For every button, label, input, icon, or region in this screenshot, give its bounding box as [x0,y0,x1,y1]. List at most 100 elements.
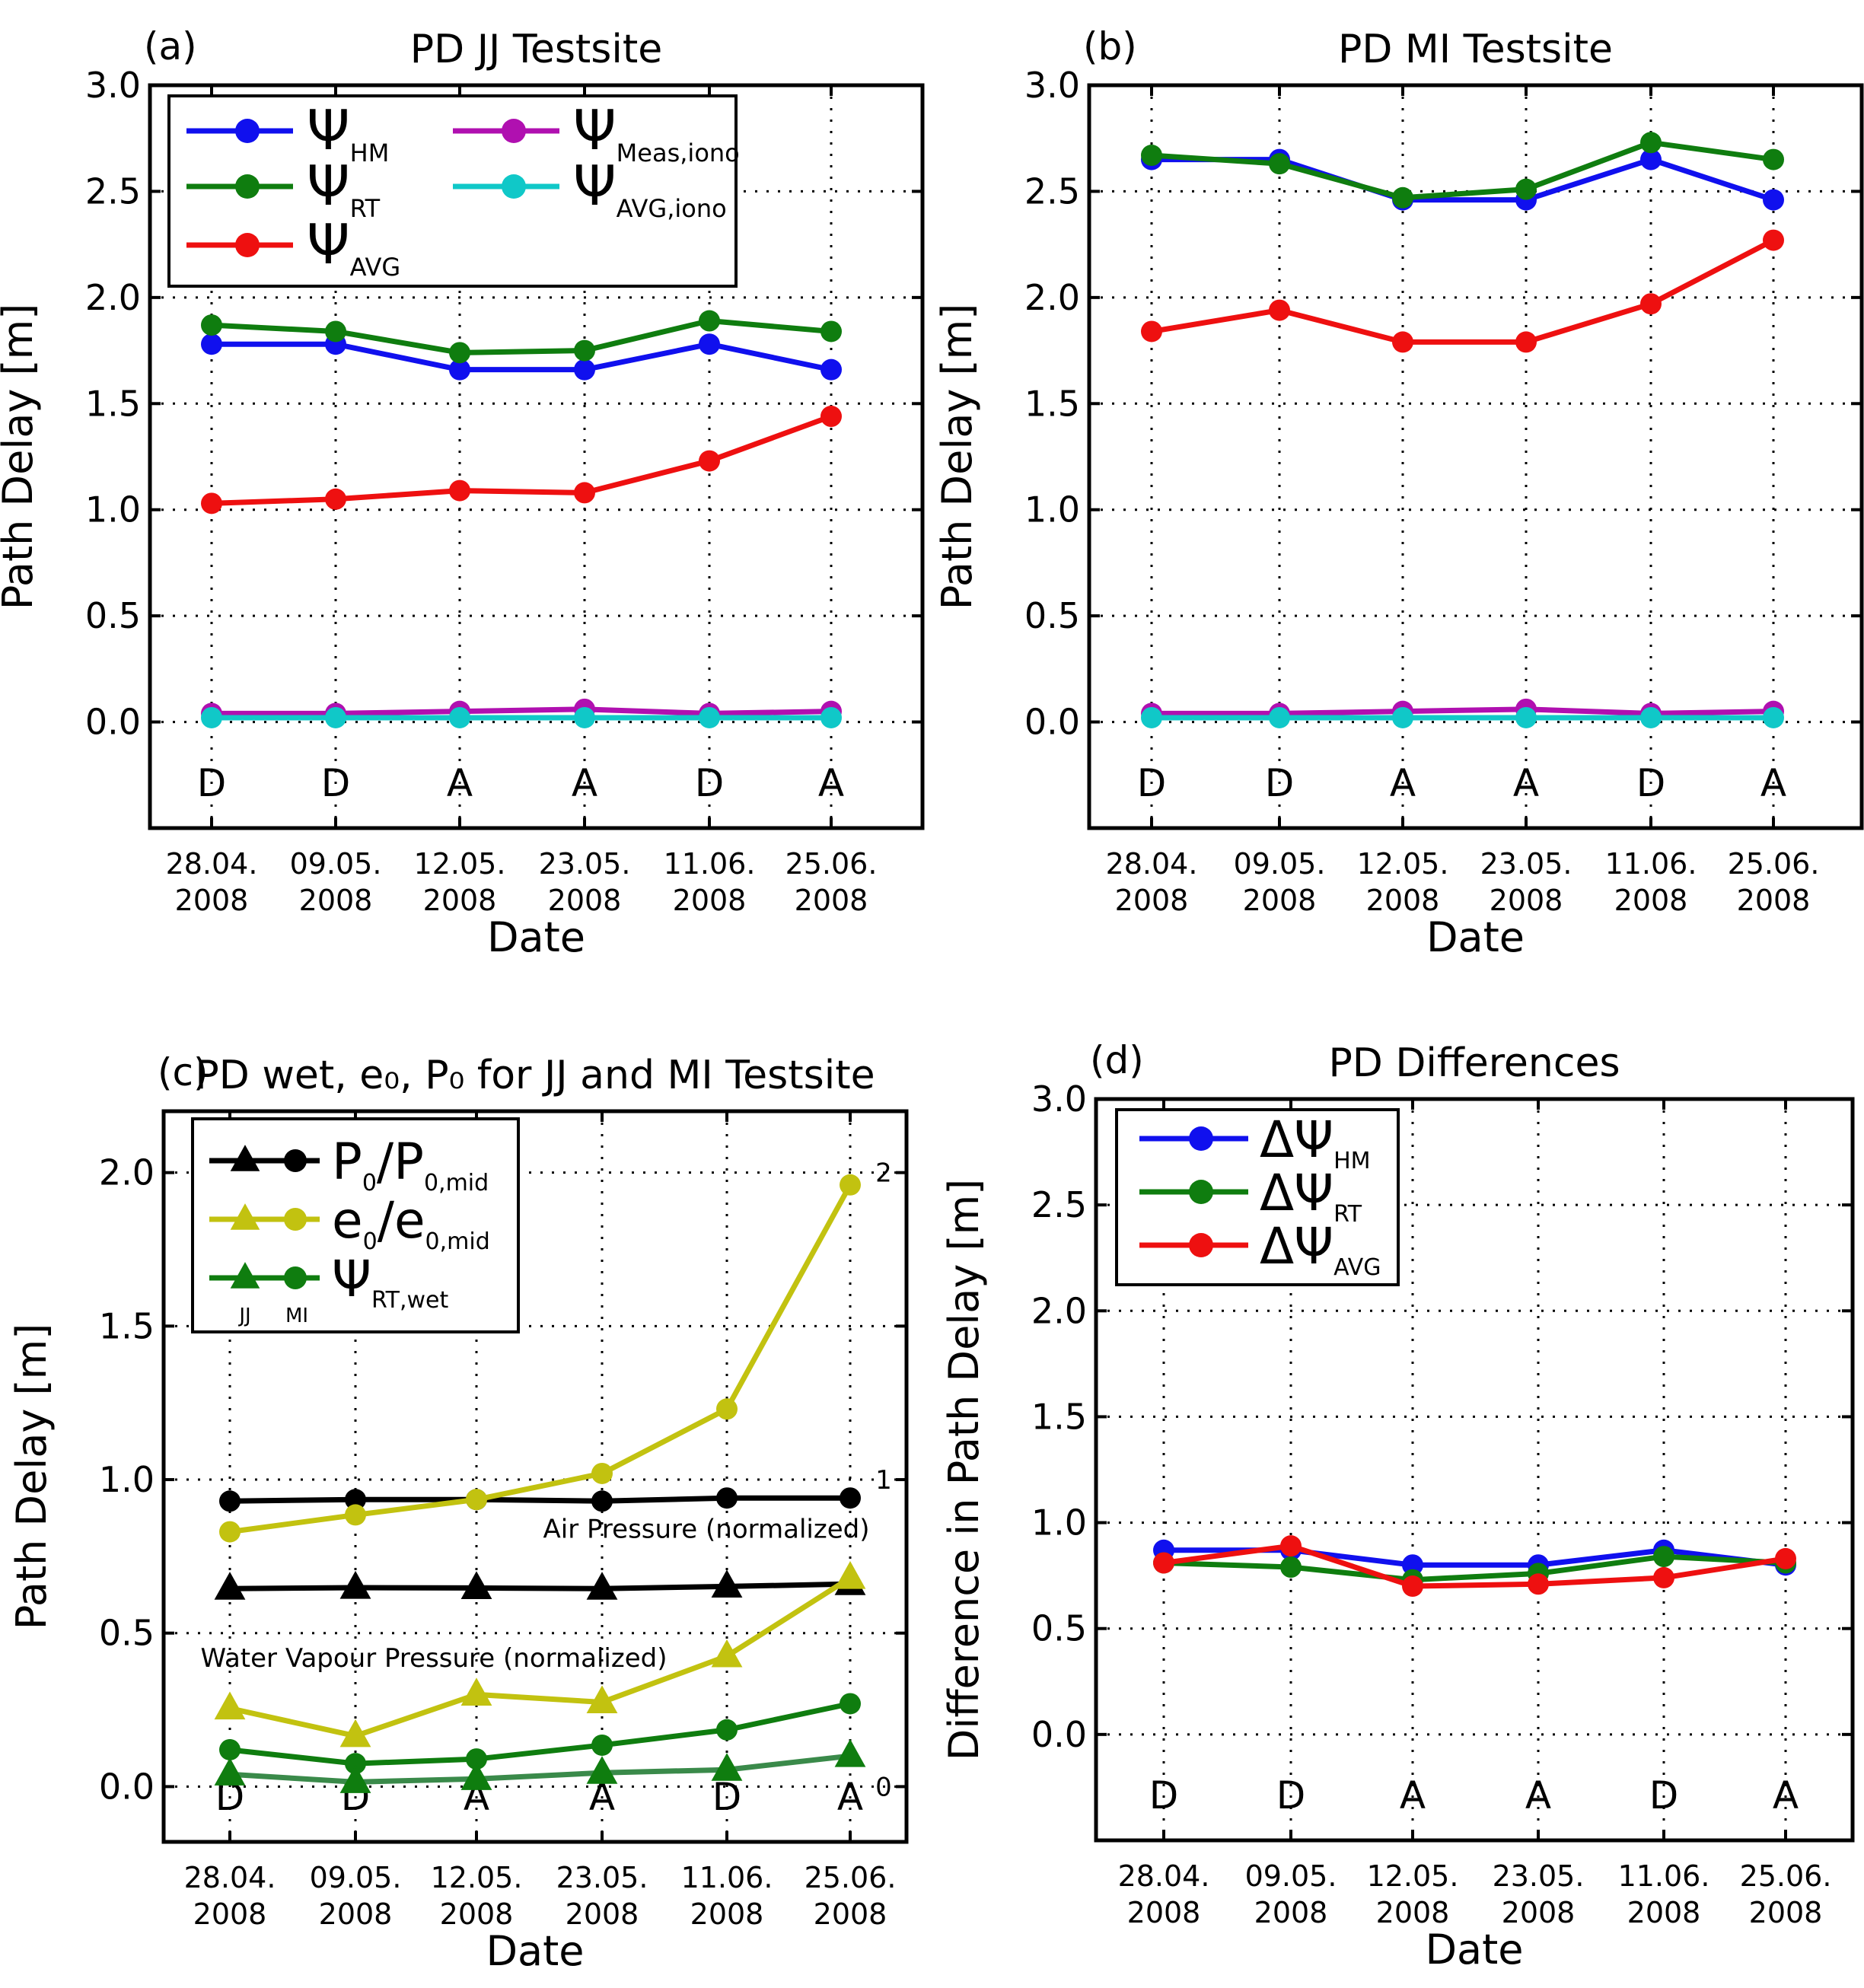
data-point [214,1572,246,1600]
data-point [1153,1552,1174,1574]
legend-marker [284,1149,307,1172]
pass-label: A [1525,1773,1551,1818]
data-point [1402,1554,1423,1576]
data-point [1392,706,1413,728]
x-tick-label: 2008 [795,884,868,917]
x-tick-label: 2008 [1749,1896,1823,1929]
x-tick-label: 2008 [814,1897,887,1931]
series-Ψ_AVG,iono [1141,706,1784,728]
plot-frame [161,1109,909,1844]
y-tick-label: 2.5 [85,170,141,212]
x-tick-label: 2008 [175,884,249,917]
x-tick-label: 2008 [423,884,497,917]
pass-label: A [1400,1773,1426,1818]
legend-entry-label: ΔΨRT [1260,1164,1362,1228]
y-axis-label: Path Delay [m] [0,304,42,610]
x-axis-label: Date [1425,1926,1523,1974]
data-point [1515,178,1537,200]
annotation-air-pressure: Air Pressure (normalized) [543,1515,870,1545]
chart-title: PD Differences [1328,1040,1620,1086]
data-point [711,1639,743,1668]
y-tick-label: 1.0 [1031,1502,1087,1544]
data-point [1269,299,1290,321]
x-tick-label: 2008 [673,884,747,917]
series-line [212,706,832,716]
y-tick-label: 2.5 [1024,170,1080,212]
series-Ψ_HM [1141,148,1784,211]
data-point [1280,1556,1302,1579]
data-point [339,1719,371,1747]
panel-a: 0.00.51.01.52.02.53.0D D A A D A28.04.200809.… [0,24,925,961]
series-line [1152,157,1775,203]
series-line [229,1495,850,1504]
panel-label: (a) [144,24,197,68]
data-point [1141,145,1162,167]
panel-d: 0.00.51.01.52.02.53.0D D A A D A28.04.200809.… [940,1038,1855,1974]
series-line [229,1753,851,1785]
data-point [1402,1575,1423,1598]
data-point [1280,1535,1302,1557]
panel-label: (b) [1083,24,1137,68]
legend-jj-label: JJ [237,1305,250,1327]
data-point [1141,706,1162,728]
series-line [211,413,833,506]
pass-label: A [1760,761,1786,805]
x-tick-label: 2008 [319,1897,393,1931]
series-Ψ_HM [201,333,842,381]
legend-entry-label: ΔΨHM [1260,1110,1371,1174]
data-point [840,1487,861,1509]
y-tick-label: 3.0 [1024,65,1080,106]
legend-marker [1189,1180,1213,1204]
data-point [325,488,346,510]
data-point [586,1685,618,1714]
data-point [591,1462,613,1484]
data-point [1515,706,1537,728]
data-point [1640,148,1662,170]
data-point [1640,293,1662,315]
y-axis-label: Path Delay [m] [8,1324,56,1630]
y-tick-label: 0.0 [99,1766,155,1807]
plot-frame [148,83,925,830]
x-tick-label: 2008 [548,884,622,917]
plot-frame [1094,1097,1855,1843]
series-Ψ_AVG [1141,229,1784,353]
x-tick-label: 2008 [1127,1896,1201,1929]
y-tick-label: 3.0 [1031,1078,1087,1120]
x-tick-label: 2008 [1115,884,1189,917]
data-point [1763,706,1784,728]
legend-entry-label: ΨHM [307,98,389,167]
data-point [1775,1547,1796,1569]
y-tick-label: 3.0 [85,65,141,106]
pass-label: D [712,1775,742,1819]
series-Ψ_AVG,iono [201,706,842,728]
data-point [574,358,595,381]
y-tick-label: 0.0 [1031,1714,1087,1755]
y-tick-label: 2.0 [1024,277,1080,318]
y-tick-label: 2.0 [99,1152,155,1193]
x-tick-label: 12.05. [1367,1859,1459,1893]
x-tick-label: 11.06. [1605,847,1697,881]
data-point [699,706,720,728]
data-point [214,1691,246,1720]
y-tick-label: 1.0 [99,1459,155,1500]
legend-marker [230,1145,260,1171]
legend-marker [502,119,526,143]
x-tick-label: 09.05. [290,847,382,881]
x-axis-label: Date [487,913,585,961]
data-point [699,310,720,332]
pass-label: D [1636,761,1666,805]
x-tick-label: 2008 [299,884,373,917]
x-tick-label: 2008 [1627,1896,1701,1929]
data-point [1269,153,1290,175]
y-tick-label: 2.0 [1031,1290,1087,1331]
x-tick-label: 2008 [1243,884,1317,917]
data-point [574,482,595,504]
x-tick-label: 12.05. [414,847,506,881]
pass-label: D [695,761,725,805]
x-tick-label: 23.05. [556,1861,648,1894]
x-tick-label: 25.06. [785,847,878,881]
series-line [229,1581,851,1591]
pass-label: D [321,761,351,805]
